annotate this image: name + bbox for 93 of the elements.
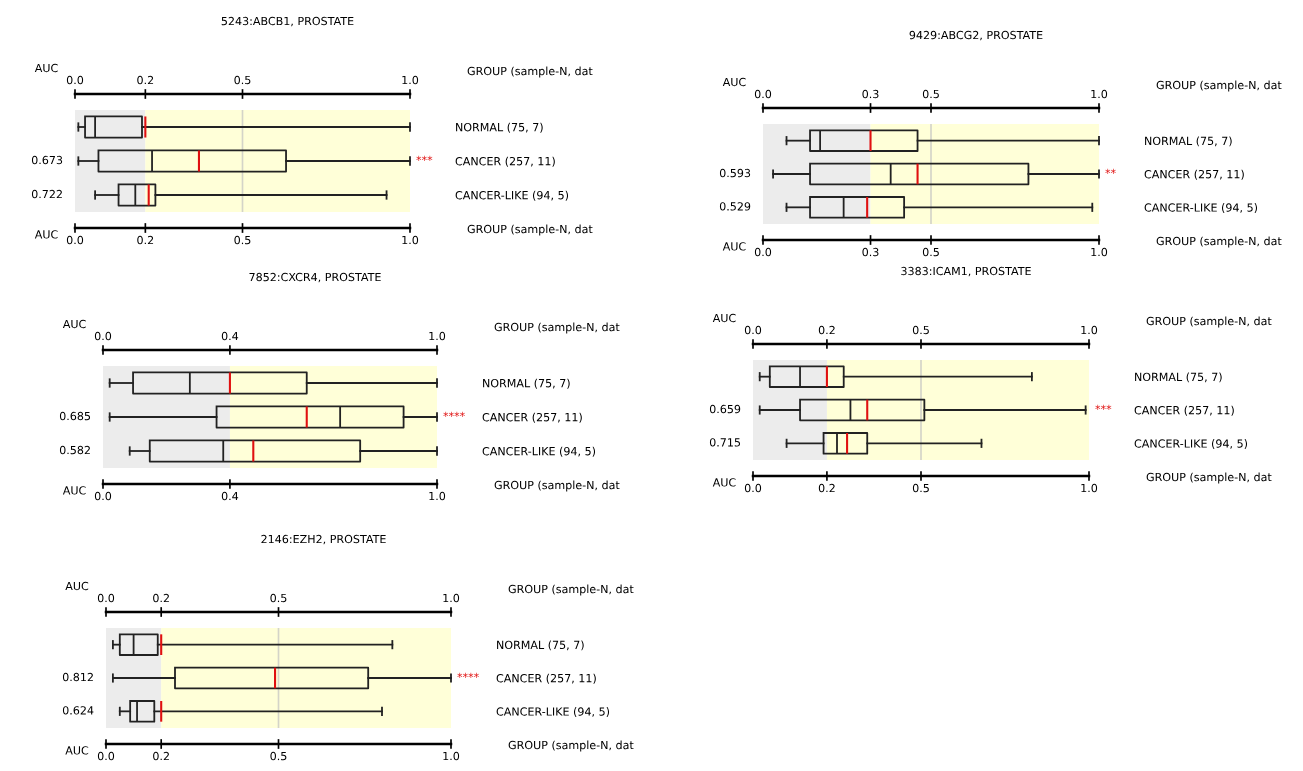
text: 0.673 <box>31 155 63 165</box>
text: GROUP (sample-N, dat <box>508 740 634 752</box>
x-tick-label: 0.2 <box>818 483 835 493</box>
x2-tick-label: 0.3 <box>862 89 879 99</box>
x-tick-label: 0.5 <box>912 483 929 493</box>
y-tick-label: NORMAL (75, 7) <box>456 122 543 133</box>
text: GROUP (sample-N, dat <box>494 480 620 492</box>
text: **** <box>457 672 479 678</box>
y-tick-label: NORMAL (75, 7) <box>497 640 584 651</box>
x2-tick-label: 0.0 <box>744 325 762 335</box>
x-tick-label: 0.0 <box>66 235 84 245</box>
y-tick-label: CANCER-LIKE (94, 5) <box>482 446 596 457</box>
x-tick-label: 0.5 <box>270 751 287 761</box>
text: 0.593 <box>719 168 751 178</box>
text: GROUP (sample-N, dat <box>508 584 634 596</box>
y-tick-label: CANCER (257, 11) <box>1144 169 1244 180</box>
text: GROUP (sample-N, dat <box>1156 80 1282 92</box>
x-tick-label: 0.5 <box>234 235 251 245</box>
text: GROUP (sample-N, dat <box>1146 316 1272 328</box>
y-tick-label: CANCER (257, 11) <box>455 156 555 167</box>
chart-title: 5243:ABCB1, PROSTATE <box>221 16 354 27</box>
x2-tick-label: 0.0 <box>66 75 84 85</box>
y-tick-label: NORMAL (75, 7) <box>1135 372 1222 383</box>
x-tick-label: 1.0 <box>429 491 446 501</box>
x-tick-label: 1.0 <box>443 751 460 761</box>
x2-axis-title: AUC <box>34 63 58 73</box>
text: GROUP (sample-N, dat <box>494 322 620 334</box>
x2-tick-label: 1.0 <box>1081 325 1098 335</box>
x-axis-title: AUC <box>712 478 736 487</box>
x2-tick-label: 0.5 <box>922 89 939 99</box>
x-tick-label: 0.0 <box>94 491 112 501</box>
text: *** <box>416 155 433 161</box>
text: *** <box>1095 404 1112 410</box>
x2-tick-label: 0.5 <box>912 325 929 335</box>
x2-tick-label: 1.0 <box>402 75 419 85</box>
y-tick-label: CANCER-LIKE (94, 5) <box>1134 439 1248 450</box>
x-tick-label: 0.0 <box>754 247 772 257</box>
x-tick-label: 1.0 <box>1091 247 1108 257</box>
text: **** <box>443 411 465 417</box>
x2-axis-title: AUC <box>65 581 89 591</box>
x2-tick-label: 1.0 <box>443 593 460 603</box>
text: GROUP (sample-N, dat <box>1146 472 1272 484</box>
x2-tick-label: 1.0 <box>1091 89 1108 99</box>
x-tick-label: 1.0 <box>1081 483 1098 493</box>
chart-title: 3383:ICAM1, PROSTATE <box>901 266 1031 277</box>
y-tick-label: CANCER (257, 11) <box>1134 405 1234 416</box>
text: 0.685 <box>59 411 91 421</box>
x-axis-title: AUC <box>34 230 58 239</box>
text: 0.582 <box>59 445 90 455</box>
x-tick-label: 0.0 <box>97 751 115 761</box>
x2-tick-label: 0.0 <box>97 593 115 603</box>
x2-tick-label: 0.5 <box>270 593 287 603</box>
text: 0.529 <box>719 202 751 211</box>
text: GROUP (sample-N, dat <box>1156 236 1282 248</box>
x2-tick-label: 0.0 <box>754 89 772 99</box>
x-tick-label: 0.5 <box>922 247 939 257</box>
chart-title: 2146:EZH2, PROSTATE <box>261 534 386 545</box>
y-tick-label: CANCER (257, 11) <box>482 412 582 423</box>
y-tick-label: CANCER (257, 11) <box>496 673 596 684</box>
x-tick-label: 0.3 <box>862 247 879 257</box>
x-axis-title: AUC <box>62 486 86 495</box>
y-tick-label: CANCER-LIKE (94, 5) <box>496 707 610 718</box>
chart-title: 9429:ABCG2, PROSTATE <box>909 30 1043 41</box>
text: GROUP (sample-N, dat <box>467 224 593 236</box>
chart-title: 7852:CXCR4, PROSTATE <box>249 272 381 283</box>
x2-tick-label: 0.4 <box>221 331 239 341</box>
x-tick-label: 0.4 <box>221 491 239 501</box>
text: GROUP (sample-N, dat <box>467 66 593 78</box>
y-tick-label: CANCER-LIKE (94, 5) <box>1144 203 1258 214</box>
x-tick-label: 0.2 <box>137 235 154 245</box>
x2-tick-label: 1.0 <box>429 331 446 341</box>
text: 0.624 <box>62 706 94 715</box>
text: 0.812 <box>62 672 93 682</box>
text: 0.659 <box>709 404 741 414</box>
x2-tick-label: 0.5 <box>234 75 251 85</box>
text: 0.715 <box>709 438 741 447</box>
x-tick-label: 0.0 <box>744 483 762 493</box>
x2-tick-label: 0.2 <box>153 593 169 603</box>
y-tick-label: NORMAL (75, 7) <box>1145 136 1232 147</box>
x-axis-title: AUC <box>65 746 89 755</box>
text: 0.722 <box>31 189 62 199</box>
x2-tick-label: 0.2 <box>137 75 154 85</box>
x2-axis-title: AUC <box>722 77 746 87</box>
y-tick-label: CANCER-LIKE (94, 5) <box>455 190 569 201</box>
x-tick-label: 1.0 <box>402 235 419 245</box>
x2-axis-title: AUC <box>712 313 736 323</box>
x2-tick-label: 0.0 <box>94 331 112 341</box>
x2-axis-title: AUC <box>62 319 86 329</box>
x-axis-title: AUC <box>722 242 746 251</box>
x2-tick-label: 0.2 <box>818 325 835 335</box>
text: ** <box>1105 168 1116 174</box>
x-tick-label: 0.2 <box>153 751 169 761</box>
y-tick-label: NORMAL (75, 7) <box>483 378 570 389</box>
